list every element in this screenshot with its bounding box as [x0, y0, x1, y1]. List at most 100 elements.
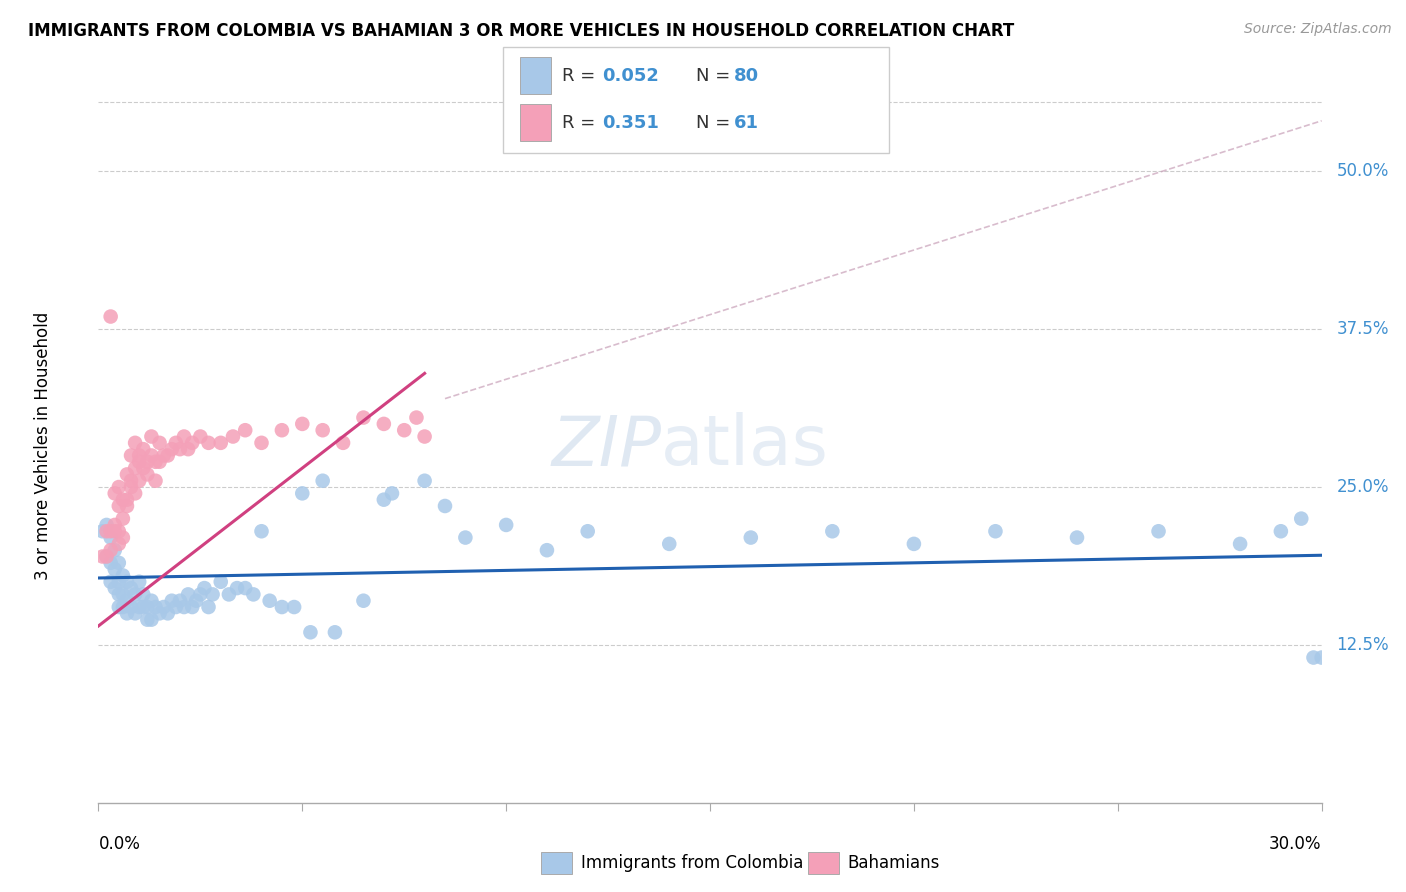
Point	[96, 517, 118, 532]
Point	[181, 435, 204, 450]
Text: 30.0%: 30.0%	[1270, 835, 1322, 853]
Point	[108, 574, 131, 589]
Point	[226, 581, 249, 595]
Point	[124, 607, 146, 621]
Point	[136, 600, 159, 615]
Point	[576, 524, 599, 539]
Point	[128, 574, 150, 589]
Text: 3 or more Vehicles in Household: 3 or more Vehicles in Household	[34, 312, 52, 580]
Text: R =: R =	[562, 114, 602, 132]
Text: 80: 80	[734, 67, 759, 85]
Point	[177, 587, 200, 601]
Point	[291, 486, 314, 500]
Point	[124, 461, 146, 475]
Point	[141, 593, 163, 607]
Point	[141, 429, 163, 443]
Point	[270, 423, 294, 437]
Point	[111, 568, 134, 582]
Point	[283, 600, 305, 615]
Point	[108, 556, 131, 570]
Point	[169, 442, 191, 457]
Point	[373, 417, 395, 431]
Point	[1229, 537, 1251, 551]
Point	[352, 593, 374, 607]
Point	[124, 435, 146, 450]
Point	[108, 537, 131, 551]
Point	[115, 574, 138, 589]
Point	[188, 429, 212, 443]
Point	[903, 537, 925, 551]
Point	[136, 467, 159, 482]
Text: Bahamians: Bahamians	[848, 855, 941, 872]
Point	[312, 474, 335, 488]
Point	[165, 435, 187, 450]
Text: ZIP: ZIP	[551, 412, 661, 480]
Point	[136, 613, 159, 627]
Point	[124, 587, 146, 601]
Point	[124, 486, 146, 500]
Point	[96, 549, 118, 564]
Point	[111, 492, 134, 507]
Point	[186, 593, 208, 607]
Point	[115, 467, 138, 482]
Point	[984, 524, 1007, 539]
Point	[132, 587, 155, 601]
Point	[104, 562, 127, 576]
Point	[250, 524, 273, 539]
Point	[188, 587, 212, 601]
Point	[100, 531, 122, 545]
Point	[100, 556, 122, 570]
Point	[132, 600, 155, 615]
Point	[250, 435, 273, 450]
Point	[209, 574, 232, 589]
Text: Source: ZipAtlas.com: Source: ZipAtlas.com	[1244, 22, 1392, 37]
Point	[233, 581, 256, 595]
Point	[181, 600, 204, 615]
Point	[120, 480, 142, 494]
Point	[291, 417, 314, 431]
Point	[111, 511, 134, 525]
Text: atlas: atlas	[661, 412, 830, 480]
Text: N =: N =	[696, 67, 735, 85]
Point	[120, 474, 142, 488]
Point	[108, 499, 131, 513]
Text: Immigrants from Colombia: Immigrants from Colombia	[581, 855, 803, 872]
Point	[145, 600, 167, 615]
Point	[156, 607, 179, 621]
Point	[128, 600, 150, 615]
Text: IMMIGRANTS FROM COLOMBIA VS BAHAMIAN 3 OR MORE VEHICLES IN HOUSEHOLD CORRELATION: IMMIGRANTS FROM COLOMBIA VS BAHAMIAN 3 O…	[28, 22, 1014, 40]
Point	[115, 499, 138, 513]
Text: 25.0%: 25.0%	[1336, 478, 1389, 496]
Point	[108, 587, 131, 601]
Point	[740, 531, 762, 545]
Point	[104, 581, 127, 595]
Point	[392, 423, 416, 437]
Point	[658, 537, 681, 551]
Point	[405, 410, 427, 425]
Point	[149, 435, 172, 450]
Point	[201, 587, 224, 601]
Point	[312, 423, 335, 437]
Point	[152, 449, 174, 463]
Point	[218, 587, 240, 601]
Point	[145, 455, 167, 469]
Text: 0.351: 0.351	[602, 114, 658, 132]
Point	[209, 435, 232, 450]
Point	[373, 492, 395, 507]
Text: 50.0%: 50.0%	[1336, 162, 1389, 180]
Point	[233, 423, 256, 437]
Point	[132, 461, 155, 475]
Point	[100, 524, 122, 539]
Point	[299, 625, 322, 640]
Point	[454, 531, 477, 545]
Text: R =: R =	[562, 67, 602, 85]
Point	[160, 593, 183, 607]
Point	[197, 600, 219, 615]
Point	[821, 524, 844, 539]
Point	[141, 449, 163, 463]
Point	[1270, 524, 1292, 539]
Point	[197, 435, 219, 450]
Point	[91, 549, 114, 564]
Point	[156, 449, 179, 463]
Point	[104, 524, 127, 539]
